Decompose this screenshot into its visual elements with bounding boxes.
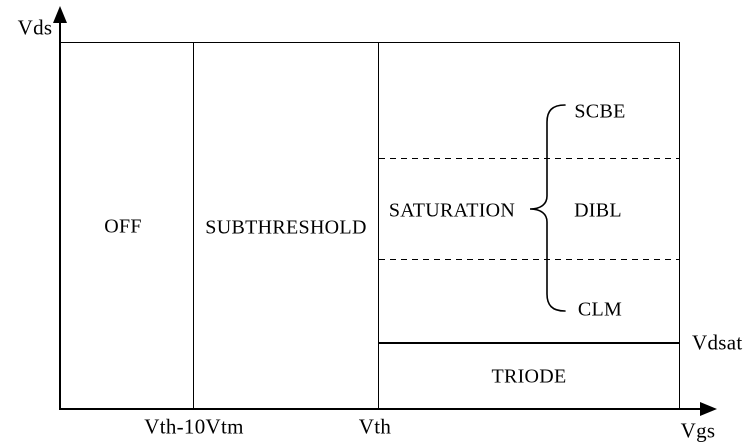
effect-dibl-label: DIBL: [574, 199, 622, 222]
tick-vth: Vth: [358, 414, 392, 439]
divider-off-subthreshold-line: [193, 42, 194, 409]
region-subthreshold-label: SUBTHRESHOLD: [205, 216, 367, 239]
scbe-dibl-dashed-line: [379, 158, 679, 159]
region-saturation-label: SATURATION: [388, 199, 516, 222]
x-axis-arrow-icon: [700, 402, 717, 416]
divider-subthreshold-saturation-line: [378, 42, 379, 409]
box-right-line: [679, 42, 680, 409]
tick-vth-minus-10vtm: Vth-10Vtm: [144, 414, 244, 439]
x-axis-label: Vgs: [680, 418, 716, 443]
dibl-clm-dashed-line: [379, 259, 679, 260]
vdsat-boundary-line: [379, 342, 679, 344]
region-off-label: OFF: [104, 215, 142, 238]
effect-scbe-label: SCBE: [574, 100, 626, 123]
region-triode-label: TRIODE: [491, 365, 567, 388]
effect-clm-label: CLM: [577, 298, 623, 321]
box-top-line: [59, 42, 680, 43]
y-axis-line: [59, 18, 61, 410]
y-axis-label: Vds: [17, 15, 53, 40]
vdsat-label: Vdsat: [692, 330, 743, 355]
saturation-effects-brace: [529, 104, 566, 312]
y-axis-arrow-icon: [53, 6, 67, 23]
x-axis-line: [59, 408, 705, 410]
